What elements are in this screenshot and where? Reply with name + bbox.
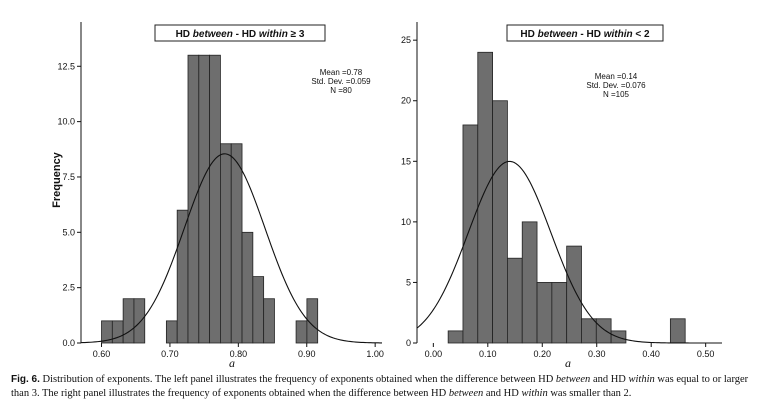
- y-tick-label: 0: [406, 338, 411, 348]
- histogram-bar: [595, 318, 612, 344]
- x-tick-label: 0.10: [479, 349, 497, 359]
- y-tick-label: 12.5: [57, 61, 75, 71]
- histogram-bar: [669, 318, 686, 344]
- histogram-bar: [581, 318, 597, 344]
- histogram-bar: [111, 320, 124, 344]
- left-x-axis-label: a: [229, 356, 235, 370]
- histogram-bar: [536, 282, 553, 344]
- right-panel-title: HD between - HD within < 2: [520, 29, 650, 40]
- left-stat-mean: Mean =0.78: [320, 68, 363, 77]
- left-stat-n: N =80: [330, 86, 352, 95]
- y-tick-label: 5: [406, 277, 411, 287]
- right-title-box: [506, 24, 664, 42]
- x-tick-label: 0.20: [534, 349, 552, 359]
- histogram-bar: [492, 100, 508, 344]
- figure-caption: Fig. 6. Distribution of exponents. The l…: [11, 374, 749, 399]
- x-tick-label: 1.00: [366, 349, 384, 359]
- histogram-bar: [447, 330, 464, 344]
- histogram-bar: [551, 282, 568, 344]
- histogram-bar: [187, 54, 200, 344]
- histogram-bar: [198, 54, 211, 344]
- histogram-bar: [241, 231, 254, 344]
- x-tick-label: 0.50: [697, 349, 715, 359]
- histogram-bar: [122, 298, 135, 344]
- x-tick-label: 0.60: [93, 349, 111, 359]
- y-tick-label: 20: [401, 96, 411, 106]
- histogram-bar: [462, 124, 479, 344]
- left-title-box: [154, 24, 326, 42]
- left-normal-curve: [80, 153, 383, 344]
- right-histogram: 0 5 10 15 20 25 0.00 0.10 0.20 0.30 0.40 0.50 HD b…: [401, 22, 722, 370]
- histogram-bar: [220, 143, 232, 344]
- histogram-bar: [477, 51, 493, 344]
- histogram-bar: [306, 298, 319, 344]
- x-tick-label: 0.90: [298, 349, 316, 359]
- x-tick-label: 0.00: [425, 349, 443, 359]
- right-stat-sd: Std. Dev. =0.076: [586, 81, 646, 90]
- y-tick-label: 10: [401, 217, 411, 227]
- x-tick-label: 0.40: [642, 349, 660, 359]
- right-x-axis-label: a: [565, 356, 571, 370]
- histogram-bar: [252, 276, 265, 344]
- histogram-bar: [176, 209, 189, 344]
- x-tick-label: 0.70: [161, 349, 179, 359]
- caption-label: Fig. 6.: [11, 374, 40, 385]
- right-normal-curve: [416, 160, 722, 344]
- right-stat-n: N =105: [603, 90, 630, 99]
- y-tick-label: 25: [401, 35, 411, 45]
- y-tick-label: 7.5: [62, 172, 75, 182]
- left-histogram: 0.0 2.5 5.0 7.5 10.0 12.5 0.60 0.70 0.80 0.90 1.0…: [51, 22, 384, 370]
- histogram-bar: [230, 143, 243, 344]
- histogram-bar: [263, 298, 275, 344]
- left-y-axis-label: Frequency: [51, 151, 63, 208]
- figure-canvas: 0.0 2.5 5.0 7.5 10.0 12.5 0.60 0.70 0.80 0.90 1.0…: [51, 22, 722, 370]
- histogram-bar: [295, 320, 308, 344]
- histogram-bar: [209, 54, 221, 344]
- y-tick-label: 5.0: [62, 227, 75, 237]
- y-tick-label: 0.0: [62, 338, 75, 348]
- histogram-bar: [165, 320, 178, 344]
- y-tick-label: 2.5: [62, 283, 75, 293]
- y-tick-label: 10.0: [57, 117, 75, 127]
- left-stat-sd: Std. Dev. =0.059: [311, 77, 371, 86]
- histogram-bar: [133, 298, 146, 344]
- histogram-bar: [507, 257, 523, 344]
- y-tick-label: 15: [401, 156, 411, 166]
- x-tick-label: 0.30: [588, 349, 606, 359]
- left-panel-title: HD between - HD within ≥ 3: [176, 29, 305, 40]
- right-stat-mean: Mean =0.14: [595, 72, 638, 81]
- x-tick-label: 0.80: [230, 349, 248, 359]
- histogram-bar: [566, 245, 582, 344]
- histogram-bar: [521, 221, 538, 344]
